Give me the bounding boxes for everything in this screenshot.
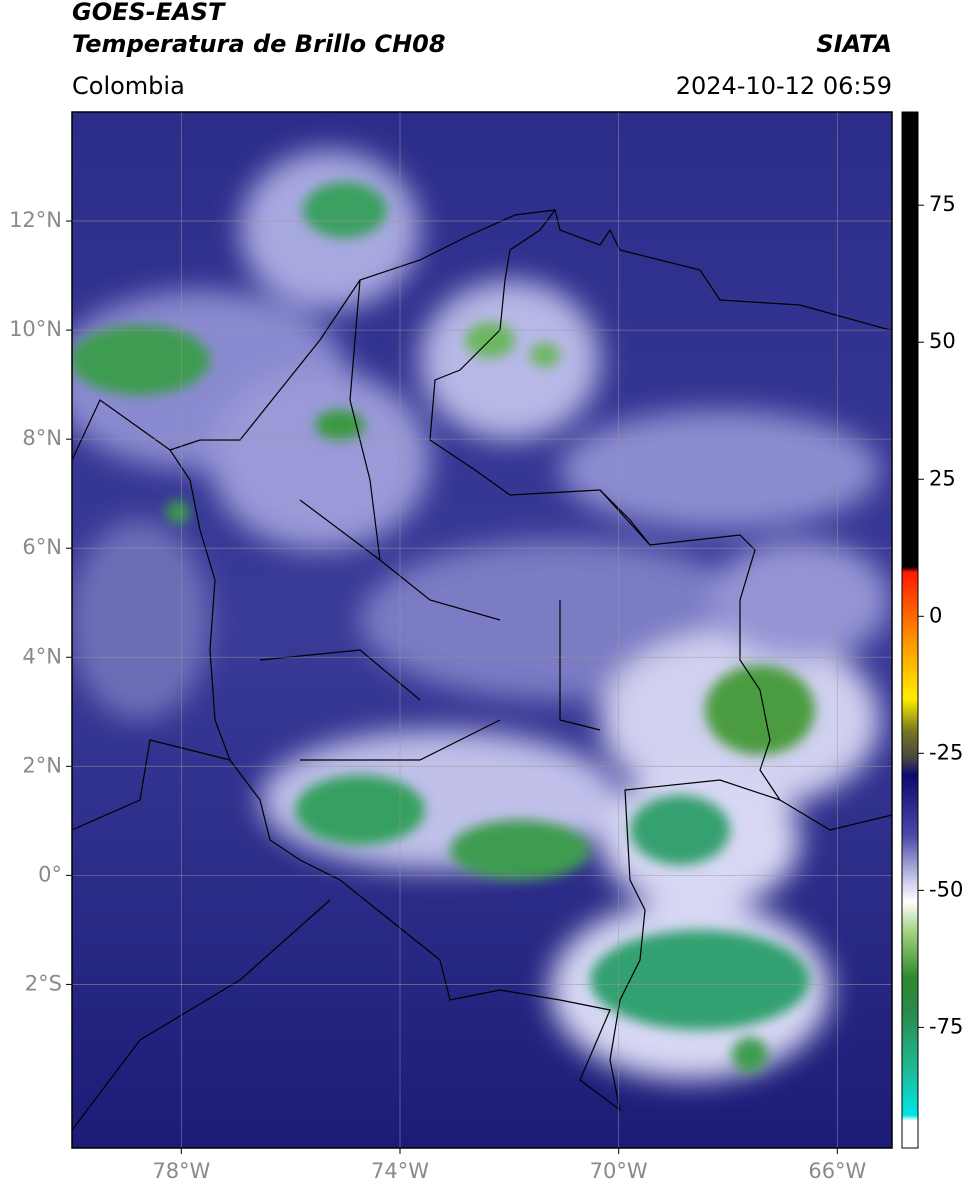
title: GOES-EAST xyxy=(72,0,226,26)
grid xyxy=(72,112,892,1148)
y-tick-label: 12°N xyxy=(9,208,62,232)
borders xyxy=(72,209,892,1131)
region: Colombia xyxy=(72,72,185,100)
y-tick-label: 4°N xyxy=(22,644,62,668)
y-tick-label: 8°N xyxy=(22,426,62,450)
colorbar-tick-label: 75 xyxy=(929,192,956,216)
colorbar-tick-label: -50 xyxy=(929,877,963,901)
agency: SIATA xyxy=(816,30,892,58)
colorbar xyxy=(901,111,919,1149)
colorbar-tick-label: 50 xyxy=(929,329,956,353)
colorbar-tick-label: 0 xyxy=(929,603,942,627)
y-tick-label: 0° xyxy=(38,862,62,886)
colorbar-tick-label: -25 xyxy=(929,740,963,764)
datetime: 2024-10-12 06:59 xyxy=(676,72,892,100)
y-tick-label: 2°S xyxy=(25,971,62,995)
x-tick-label: 66°W xyxy=(808,1159,866,1183)
colorbar-tick-label: -75 xyxy=(929,1014,963,1038)
imagery xyxy=(72,112,892,1148)
y-tick-label: 6°N xyxy=(22,535,62,559)
colorbar-tick-label: 25 xyxy=(929,466,956,490)
product: Temperatura de Brillo CH08 xyxy=(72,30,446,58)
y-tick-label: 10°N xyxy=(9,317,62,341)
y-tick-label: 2°N xyxy=(22,753,62,777)
x-tick-label: 78°W xyxy=(152,1159,210,1183)
x-tick-label: 74°W xyxy=(371,1159,429,1183)
map-frame xyxy=(71,111,893,1149)
cold-tops xyxy=(72,182,815,1073)
x-tick-label: 70°W xyxy=(590,1159,648,1183)
